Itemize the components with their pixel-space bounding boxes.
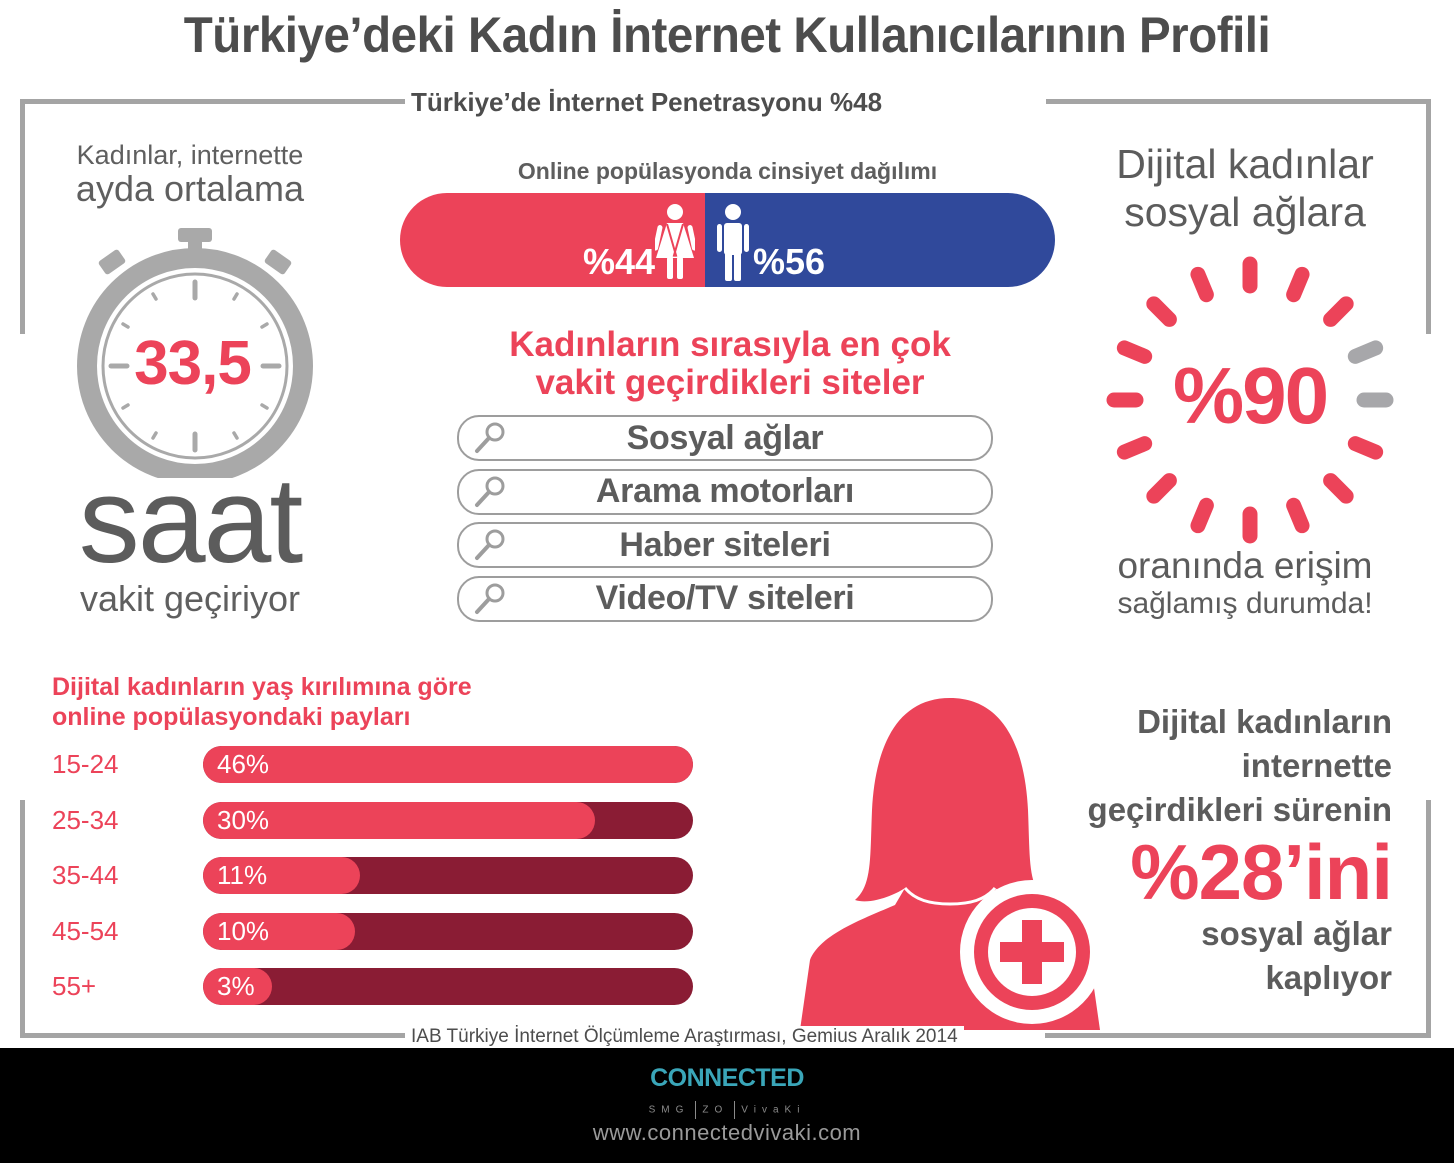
age-row: 15-24 46% bbox=[52, 746, 712, 783]
social-reach-intro: Dijital kadınlar sosyal ağlara bbox=[1090, 140, 1400, 236]
page-title: Türkiye’deki Kadın İnternet Kullanıcılar… bbox=[183, 7, 1271, 63]
progress-spinner-icon bbox=[1106, 256, 1394, 544]
frame-right-lower bbox=[1426, 800, 1431, 1038]
age-label: 55+ bbox=[52, 971, 97, 1001]
male-pct: %56 bbox=[753, 241, 826, 282]
age-bar-fill bbox=[203, 801, 595, 839]
search-icon bbox=[475, 476, 505, 507]
age-bar-fill bbox=[203, 968, 272, 1005]
right-intro-line-1: Dijital kadınlar bbox=[1116, 141, 1374, 187]
sites-title-line-2: vakit geçirdikleri siteler bbox=[535, 363, 925, 402]
stopwatch-icon bbox=[77, 228, 313, 478]
site-list: Sosyal ağlar Arama motorları Haber sitel… bbox=[457, 415, 993, 629]
social-time-share: Dijital kadınların internette geçirdikle… bbox=[1030, 700, 1393, 1000]
site-label: Sosyal ağlar bbox=[626, 418, 824, 457]
age-pct: 3% bbox=[217, 971, 255, 1001]
hours-outro: vakit geçiriyor bbox=[79, 578, 301, 619]
penetration-label: Türkiye’de İnternet Penetrasyonu %48 bbox=[405, 87, 889, 118]
search-icon bbox=[475, 529, 505, 560]
monthly-hours-intro: Kadınlar, internette ayda ortalama bbox=[30, 140, 350, 208]
brand-partners: SMG ZO VivaKi bbox=[0, 1101, 1454, 1119]
age-title-line-1: Dijital kadınların yaş kırılımına göre bbox=[52, 673, 472, 701]
divider bbox=[734, 1101, 736, 1119]
age-bar-track: 46% bbox=[203, 746, 693, 783]
female-pct: %44 bbox=[582, 241, 655, 282]
intro-line-1: Kadınlar, internette bbox=[76, 140, 304, 170]
site-item-social: Sosyal ağlar bbox=[457, 415, 993, 461]
age-pct: 11% bbox=[217, 860, 268, 890]
woman-add-icon bbox=[800, 698, 1104, 1030]
age-row: 55+ 3% bbox=[52, 968, 712, 1005]
source-caption: IAB Türkiye İnternet Ölçümleme Araştırma… bbox=[405, 1026, 964, 1048]
age-bar-track: 3% bbox=[203, 968, 693, 1005]
gender-female-segment: %44 bbox=[400, 193, 705, 287]
share-line-3: geçirdikleri sürenin bbox=[1087, 791, 1392, 828]
frame-top-right bbox=[1046, 99, 1431, 104]
age-bar-fill bbox=[203, 746, 693, 783]
search-icon bbox=[475, 422, 505, 453]
age-title-line-2: online popülasyondaki payları bbox=[52, 703, 411, 731]
website-link[interactable]: www.connectedvivaki.com bbox=[592, 1120, 862, 1145]
footer: CONNECTED SMG ZO VivaKi www.connectedvivak… bbox=[0, 1048, 1454, 1163]
gender-male-segment: %56 bbox=[705, 193, 1055, 287]
right-outro-line-1: oranında erişim bbox=[1117, 545, 1373, 586]
sites-title: Kadınların sırasıyla en çok vakit geçird… bbox=[440, 326, 1020, 402]
age-pct: 46% bbox=[217, 749, 270, 779]
site-label: Haber siteleri bbox=[619, 525, 831, 564]
partner-zo: ZO bbox=[702, 1104, 729, 1116]
sites-title-line-1: Kadınların sırasıyla en çok bbox=[509, 325, 951, 364]
age-chart: 15-24 46% 25-34 30% 35-44 11% 45-54 10% … bbox=[52, 746, 712, 1024]
partner-vivaki: VivaKi bbox=[741, 1104, 806, 1116]
site-item-video: Video/TV siteleri bbox=[457, 575, 993, 622]
share-line-5: kaplıyor bbox=[1265, 959, 1392, 996]
age-label: 35-44 bbox=[52, 860, 119, 890]
share-line-4: sosyal ağlar bbox=[1201, 915, 1392, 952]
age-pct: 10% bbox=[217, 915, 270, 946]
right-outro-line-2: sağlamış durumda! bbox=[1117, 587, 1373, 620]
search-icon bbox=[475, 583, 505, 614]
age-label: 15-24 bbox=[52, 749, 119, 779]
female-icon bbox=[655, 204, 695, 279]
age-bar-fill bbox=[203, 912, 355, 950]
age-label: 45-54 bbox=[52, 915, 119, 946]
share-value: %28’ini bbox=[1130, 828, 1393, 916]
age-bar-track: 30% bbox=[203, 801, 693, 839]
hours-value: 33,5 bbox=[134, 329, 252, 398]
gender-bar: %44 %56 bbox=[400, 193, 1055, 287]
age-bar-fill bbox=[203, 857, 360, 894]
frame-bottom-left bbox=[20, 1033, 410, 1038]
age-row: 25-34 30% bbox=[52, 801, 712, 839]
gender-title: Online popülasyonda cinsiyet dağılımı bbox=[517, 158, 938, 184]
age-row: 35-44 11% bbox=[52, 857, 712, 894]
share-line-1: Dijital kadınların bbox=[1137, 703, 1392, 740]
partner-smg: SMG bbox=[648, 1104, 690, 1116]
frame-left-lower bbox=[20, 800, 25, 1038]
hours-unit: saat bbox=[78, 452, 304, 588]
frame-top-left bbox=[20, 99, 405, 104]
intro-line-2: ayda ortalama bbox=[75, 168, 305, 209]
site-item-news: Haber siteleri bbox=[457, 522, 993, 568]
age-row: 45-54 10% bbox=[52, 912, 712, 950]
frame-left-upper bbox=[20, 99, 25, 334]
right-intro-line-2: sosyal ağlara bbox=[1124, 189, 1366, 235]
divider bbox=[695, 1101, 697, 1119]
site-item-search: Arama motorları bbox=[457, 468, 993, 515]
age-bar-track: 11% bbox=[203, 857, 693, 894]
share-line-2: internette bbox=[1241, 747, 1392, 784]
social-reach-value: %90 bbox=[1172, 351, 1329, 440]
site-label: Video/TV siteleri bbox=[595, 579, 855, 617]
male-icon bbox=[717, 204, 749, 281]
age-label: 25-34 bbox=[52, 804, 119, 835]
frame-bottom-right bbox=[1045, 1033, 1431, 1038]
social-reach-outro: oranında erişim sağlamış durumda! bbox=[1080, 545, 1410, 621]
age-chart-title: Dijital kadınların yaş kırılımına göre o… bbox=[52, 672, 652, 732]
age-pct: 30% bbox=[217, 804, 270, 835]
brand-logo: CONNECTED bbox=[650, 1064, 804, 1092]
age-bar-track: 10% bbox=[203, 912, 693, 950]
site-label: Arama motorları bbox=[595, 472, 855, 510]
frame-right-upper bbox=[1426, 99, 1431, 334]
